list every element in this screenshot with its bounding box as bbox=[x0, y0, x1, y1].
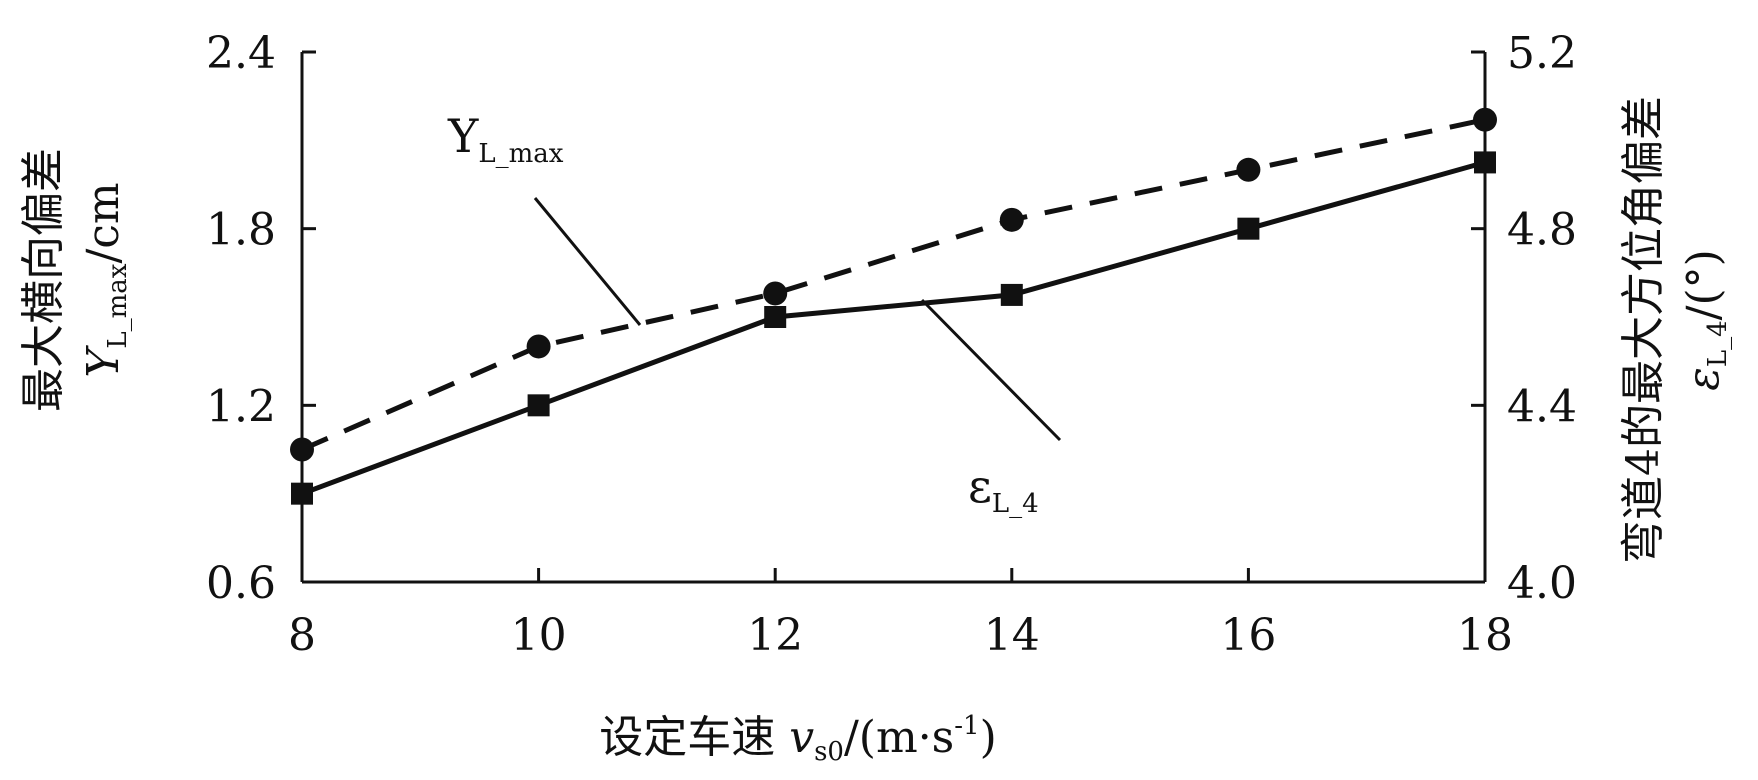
y-axis-left-label-var: YL_max/cm bbox=[78, 182, 133, 377]
x-axis-label: 设定车速 vs0/(m·s-1) bbox=[599, 711, 997, 767]
data-point-ymax bbox=[763, 281, 788, 306]
series-group bbox=[290, 107, 1497, 505]
series-line-eps bbox=[301, 159, 1486, 497]
y-left-tick-label: 2.4 bbox=[206, 28, 276, 79]
data-point-eps bbox=[1474, 151, 1496, 174]
data-point-eps bbox=[527, 394, 550, 417]
y-right-tick-label: 4.4 bbox=[1507, 381, 1577, 432]
x-tick-label: 16 bbox=[1220, 610, 1276, 661]
y-right-tick-label: 5.2 bbox=[1507, 28, 1577, 79]
data-point-ymax bbox=[999, 207, 1024, 232]
data-point-ymax bbox=[290, 437, 314, 462]
data-point-ymax bbox=[1473, 107, 1497, 132]
x-tick-label: 18 bbox=[1457, 610, 1513, 661]
y-axis-right-label-var: εL_4/(°) bbox=[1678, 249, 1733, 391]
tick-labels: 8 10 12 14 16 18 0.6 1.2 1.8 2.4 4.0 4.4 4.8 5.2 bbox=[206, 28, 1577, 661]
leader-line-eps bbox=[920, 298, 1062, 442]
x-tick-label: 8 bbox=[288, 610, 316, 661]
data-point-eps bbox=[291, 482, 313, 505]
data-point-eps bbox=[764, 306, 787, 328]
x-tick-label: 10 bbox=[511, 610, 567, 661]
y-left-tick-label: 1.2 bbox=[206, 381, 276, 432]
y-right-tick-label: 4.8 bbox=[1507, 205, 1577, 256]
data-point-eps bbox=[1000, 283, 1023, 306]
series-label-eps: εL_4 bbox=[968, 459, 1039, 519]
y-left-tick-label: 0.6 bbox=[206, 558, 276, 609]
series-line-ymax bbox=[301, 117, 1486, 452]
axes bbox=[300, 50, 1487, 584]
x-tick-label: 14 bbox=[984, 610, 1040, 661]
y-left-tick-label: 1.8 bbox=[206, 205, 276, 256]
y-right-tick-label: 4.0 bbox=[1507, 558, 1577, 609]
data-point-eps bbox=[1237, 217, 1260, 240]
y-axis-right-label: 弯道4的最大方位角偏差 bbox=[1618, 96, 1669, 564]
data-point-ymax bbox=[1236, 157, 1261, 182]
leader-line-ymax bbox=[533, 197, 642, 326]
y-axis-left-label: 最大横向偏差 bbox=[18, 148, 69, 412]
data-point-ymax bbox=[526, 334, 551, 359]
x-tick-label: 12 bbox=[747, 610, 803, 661]
series-label-ymax: YL_max bbox=[447, 109, 564, 169]
